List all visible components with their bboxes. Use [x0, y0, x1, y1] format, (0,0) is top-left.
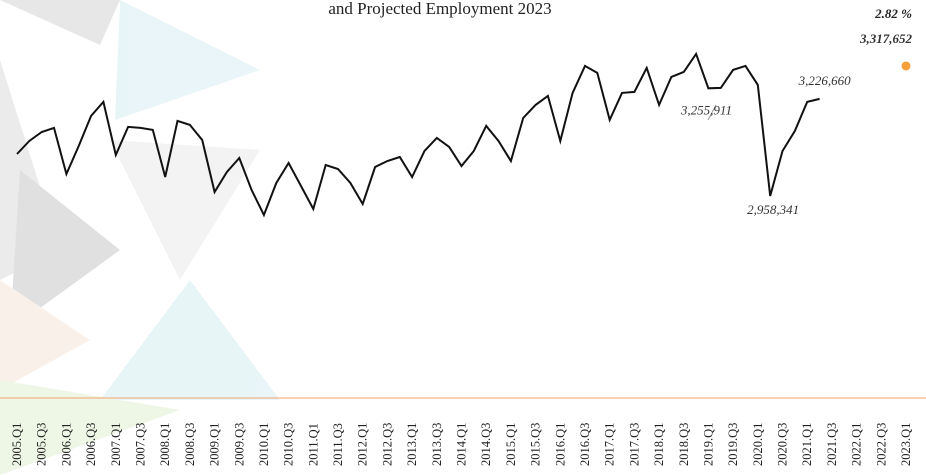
x-tick-label: 2021.Q3: [825, 423, 839, 466]
x-tick-label: 2019.Q3: [726, 423, 740, 466]
x-tick-label: 2010.Q1: [257, 423, 271, 466]
x-tick-label: 2018.Q1: [652, 423, 666, 466]
x-tick-label: 2008.Q1: [158, 423, 172, 466]
x-tick-label: 2009.Q1: [208, 423, 222, 466]
x-tick-label: 2015.Q3: [529, 423, 543, 466]
x-tick-label: 2011.Q3: [331, 423, 345, 466]
chart-title: and Projected Employment 2023: [328, 0, 551, 18]
projected-point: [902, 61, 911, 70]
x-tick-label: 2017.Q3: [627, 423, 641, 466]
x-tick-label: 2023.Q1: [899, 423, 913, 466]
x-tick-label: 2005.Q3: [35, 423, 49, 466]
x-tick-label: 2011.Q1: [306, 423, 320, 466]
x-tick-label: 2012.Q3: [380, 423, 394, 466]
x-tick-label: 2015.Q1: [504, 423, 518, 466]
value-label: 2,958,341: [747, 202, 799, 217]
x-tick-label: 2009.Q3: [232, 423, 246, 466]
x-tick-label: 2010.Q3: [282, 423, 296, 466]
x-tick-label: 2022.Q3: [874, 423, 888, 466]
x-tick-label: 2013.Q1: [405, 423, 419, 466]
annotation: 2.82 %: [874, 6, 912, 21]
x-tick-label: 2022.Q1: [850, 423, 864, 466]
x-tick-label: 2019.Q1: [701, 423, 715, 466]
x-tick-label: 2016.Q1: [553, 423, 567, 466]
value-label: 3,255,911: [680, 102, 732, 117]
x-tick-label: 2014.Q1: [455, 423, 469, 466]
x-tick-label: 2012.Q1: [356, 423, 370, 466]
x-tick-label: 2016.Q3: [578, 423, 592, 466]
x-tick-label: 2017.Q1: [603, 423, 617, 466]
x-tick-label: 2020.Q3: [776, 423, 790, 466]
x-tick-label: 2006.Q1: [59, 423, 73, 466]
x-tick-label: 2008.Q3: [183, 423, 197, 466]
value-label: 3,226,660: [798, 73, 852, 88]
x-tick-label: 2020.Q1: [751, 423, 765, 466]
chart: and Projected Employment 2023 2.82 % 200…: [0, 0, 926, 475]
x-tick-label: 2013.Q3: [430, 423, 444, 466]
x-tick-label: 2018.Q3: [677, 423, 691, 466]
x-tick-label: 2005.Q1: [10, 423, 24, 466]
x-tick-label: 2021.Q1: [800, 423, 814, 466]
x-tick-label: 2007.Q1: [109, 423, 123, 466]
value-label: 3,317,652: [859, 31, 913, 46]
x-tick-label: 2014.Q3: [479, 423, 493, 466]
x-tick-label: 2006.Q3: [84, 423, 98, 466]
x-tick-label: 2007.Q3: [133, 423, 147, 466]
background-decoration: [0, 0, 280, 475]
